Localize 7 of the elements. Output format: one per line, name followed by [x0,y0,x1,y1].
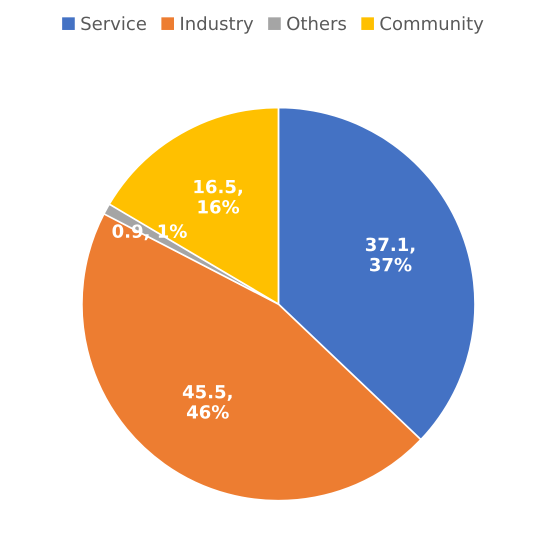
legend-label: Industry [181,16,254,34]
legend-label: Others [287,16,346,30]
data-label: 37.1, 37% [366,238,414,272]
legend-label: Service [81,16,146,30]
data-label: 45.5, 46% [182,385,232,419]
legend-label: Community [380,16,484,34]
data-label: 16.5, 16% [194,180,242,214]
